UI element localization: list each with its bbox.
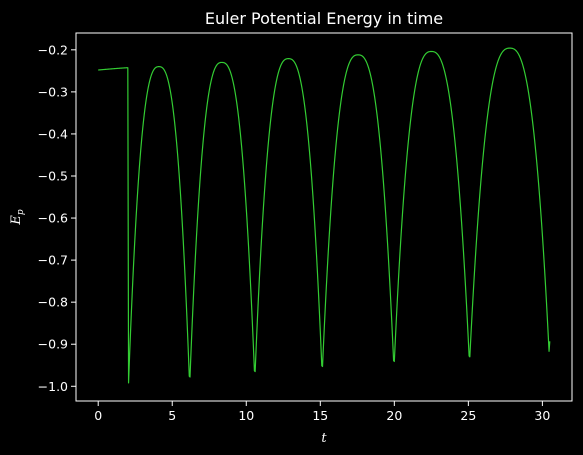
y-tick-label: −0.2 — [38, 42, 68, 57]
series-line-potential-energy — [97, 47, 551, 384]
x-tick-label: 25 — [460, 408, 476, 423]
plot-frame — [75, 32, 573, 402]
x-axis: 0 5 10 15 20 25 30 — [94, 401, 550, 423]
y-tick-label: −0.9 — [38, 337, 68, 352]
x-tick-label: 15 — [312, 408, 328, 423]
y-tick-label: −0.4 — [38, 126, 68, 141]
y-tick-label: −0.7 — [38, 253, 68, 268]
x-tick-label: 5 — [168, 408, 176, 423]
y-tick-label: −0.5 — [38, 168, 68, 183]
x-tick-label: 20 — [386, 408, 402, 423]
y-tick-label: −1.0 — [38, 379, 68, 394]
x-axis-label: t — [321, 431, 327, 446]
x-tick-label: 10 — [238, 408, 254, 423]
y-axis: −1.0 −0.9 −0.8 −0.7 −0.6 −0.5 −0.4 −0.3 −0.2 — [38, 42, 76, 394]
x-tick-label: 0 — [94, 408, 102, 423]
chart-title: Euler Potential Energy in time — [205, 9, 443, 28]
y-tick-label: −0.8 — [38, 295, 68, 310]
y-axis-label-base: E — [9, 215, 24, 226]
y-axis-label-sub: p — [16, 209, 26, 215]
y-tick-label: −0.3 — [38, 84, 68, 99]
x-tick-label: 30 — [534, 408, 550, 423]
y-axis-label: Ep — [9, 209, 26, 226]
y-tick-label: −0.6 — [38, 211, 68, 226]
